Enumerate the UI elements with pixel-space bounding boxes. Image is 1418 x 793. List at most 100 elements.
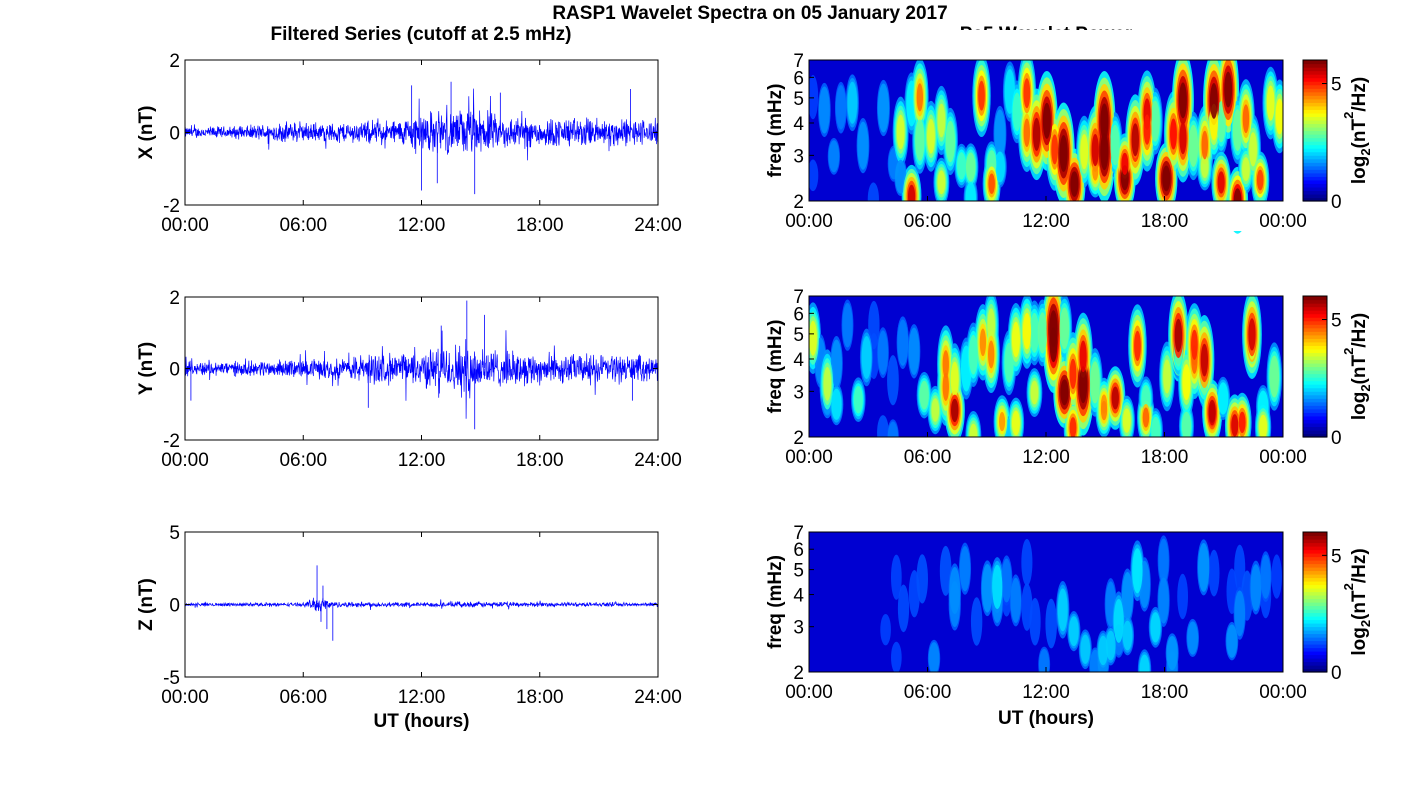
x-tick-label: 06:00	[904, 682, 952, 703]
power-blob	[1260, 554, 1271, 599]
y-tick-label: 5	[793, 325, 804, 346]
y-tick-label: 7	[793, 523, 804, 544]
x-tick-label: 12:00	[1022, 447, 1070, 468]
colorbar-swatch	[1303, 651, 1327, 656]
colorbar-swatch	[1303, 109, 1327, 114]
colorbar-swatch	[1303, 303, 1327, 308]
power-blob	[1181, 411, 1192, 441]
colorbar-swatch	[1303, 640, 1327, 645]
power-blob	[1226, 624, 1238, 658]
power-blob	[1208, 549, 1220, 597]
power-blob	[1134, 330, 1141, 361]
power-blob	[1004, 342, 1014, 383]
colorbar-swatch	[1303, 105, 1327, 110]
power-blob	[1179, 122, 1187, 155]
colorbar-swatch	[1303, 394, 1327, 399]
power-blob	[877, 83, 890, 133]
colorbar-swatch	[1303, 560, 1327, 565]
power-blob	[937, 170, 946, 195]
power-blob	[919, 380, 929, 410]
power-blob	[1271, 554, 1282, 599]
colorbar-swatch	[1303, 310, 1327, 315]
y-tick-label: 7	[793, 287, 804, 308]
power-blob	[1070, 171, 1079, 197]
power-blob	[1023, 118, 1031, 147]
colorbar-swatch	[1303, 183, 1327, 188]
power-blob	[1049, 310, 1058, 348]
power-blob	[1242, 157, 1250, 182]
y-tick-label: 5	[793, 561, 804, 582]
y-tick-label: 6	[793, 540, 804, 561]
x-tick-label: 00:00	[1259, 447, 1307, 468]
colorbar-swatch	[1303, 88, 1327, 93]
power-blob	[916, 554, 928, 604]
power-blob	[1029, 312, 1040, 353]
colorbar-swatch	[1303, 74, 1327, 79]
x-tick-label: 18:00	[1141, 211, 1189, 232]
power-blob	[1131, 123, 1139, 157]
power-blob	[1111, 386, 1119, 410]
x-tick-label: 06:00	[904, 447, 952, 468]
colorbar-swatch	[1303, 144, 1327, 149]
power-blob	[1122, 408, 1131, 433]
colorbar-swatch	[1303, 602, 1327, 607]
colorbar-swatch	[1303, 162, 1327, 167]
colorbar-swatch	[1303, 299, 1327, 304]
y-axis-label: X (nT)	[136, 106, 157, 160]
colorbar-swatch	[1303, 348, 1327, 353]
power-blob	[1163, 359, 1171, 394]
power-blob	[1045, 598, 1058, 649]
y-axis-label: freq (mHz)	[765, 84, 786, 178]
x-tick-label: 24:00	[634, 450, 682, 471]
x-tick-label: 18:00	[1141, 682, 1189, 703]
power-blob	[1100, 400, 1108, 421]
y-tick-label: 4	[793, 114, 804, 135]
power-blob	[887, 355, 899, 406]
power-blob	[951, 398, 959, 423]
y-tick-label: 6	[793, 304, 804, 325]
x-tick-label: 18:00	[516, 450, 564, 471]
power-blob	[830, 339, 842, 388]
colorbar-swatch	[1303, 134, 1327, 139]
colorbar-swatch	[1303, 630, 1327, 635]
mask	[1283, 30, 1301, 231]
power-blob	[1113, 598, 1124, 643]
power-blob	[959, 545, 971, 592]
colorbar-swatch	[1303, 317, 1327, 322]
colorbar-swatch	[1303, 563, 1327, 568]
mask	[779, 30, 809, 231]
power-blob	[1091, 133, 1099, 167]
colorbar-swatch	[1303, 137, 1327, 142]
power-blob	[1012, 92, 1022, 132]
mask	[1283, 266, 1301, 467]
power-blob	[979, 328, 987, 357]
colorbar-swatch	[1303, 338, 1327, 343]
power-blob	[1098, 635, 1108, 666]
colorbar-swatch	[1303, 377, 1327, 382]
power-blob	[1188, 124, 1199, 168]
colorbar-tick-label: 0	[1331, 428, 1342, 449]
power-blob	[823, 366, 832, 401]
power-blob	[1059, 135, 1068, 173]
y-tick-label: 2	[793, 663, 804, 684]
power-blob	[1174, 318, 1183, 353]
colorbar-swatch	[1303, 422, 1327, 428]
power-blob	[1023, 78, 1031, 109]
y-axis-label: Z (nT)	[136, 578, 157, 631]
power-blob	[908, 327, 920, 376]
series-panel-y: -2 0 2 00:00 06:00 12:00 18:00 24:00 Y (nT)	[136, 288, 682, 471]
colorbar-swatch	[1303, 570, 1327, 575]
power-blob	[1170, 118, 1177, 150]
colorbar-swatch	[1303, 352, 1327, 357]
x-tick-label: 06:00	[279, 450, 327, 471]
mask	[779, 30, 1301, 60]
power-blob	[968, 334, 978, 375]
colorbar-label: log2(nT2/Hz)	[1341, 548, 1373, 655]
power-blob	[835, 85, 847, 130]
power-blob	[897, 584, 910, 633]
x-tick-label: 18:00	[516, 687, 564, 708]
power-blob	[853, 385, 863, 414]
power-blob	[1059, 307, 1070, 350]
